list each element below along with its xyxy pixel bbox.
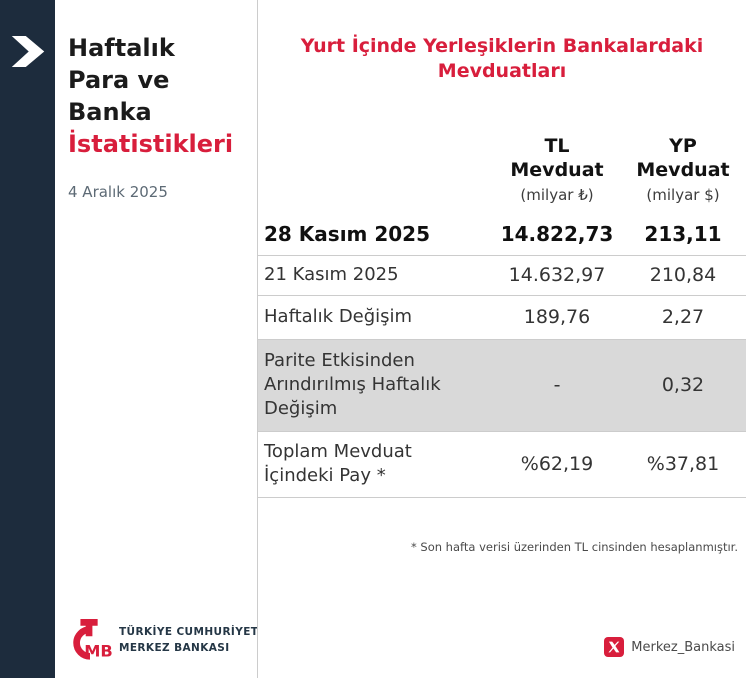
- report-date: 4 Aralık 2025: [68, 182, 168, 201]
- cell-tl-value: %62,19: [520, 453, 594, 476]
- page-title-line: Haftalık: [68, 34, 175, 62]
- svg-text:MB: MB: [84, 641, 112, 660]
- cell-yp-value: 210,84: [649, 264, 717, 287]
- column-unit-tl: (milyar ₺): [520, 185, 594, 204]
- column-header-yp-line2: Mevduat: [636, 159, 730, 182]
- x-logo-icon: [604, 637, 625, 657]
- row-label: 21 Kasım 2025: [264, 264, 399, 286]
- page-title-line: Banka: [68, 97, 152, 126]
- social-handle: Merkez_Bankasi: [604, 637, 735, 657]
- cell-yp-value: 213,11: [644, 222, 722, 247]
- column-header-tl-line1: TL: [544, 135, 570, 158]
- column-header-yp: YP Mevduat (milyar $): [620, 134, 746, 204]
- page-title-accent: İstatistikleri: [68, 129, 234, 158]
- column-unit-yp: (milyar $): [646, 185, 720, 204]
- footnote: * Son hafta verisi üzerinden TL cinsinde…: [411, 539, 738, 554]
- cell-yp-value: %37,81: [646, 453, 720, 476]
- vertical-divider: [257, 0, 258, 678]
- cell-tl-value: 189,76: [523, 306, 591, 329]
- cell-tl-value: -: [553, 374, 561, 397]
- cell-tl-value: 14.632,97: [508, 264, 606, 287]
- org-name-line1: TÜRKİYE CUMHURİYET: [119, 626, 259, 639]
- tcmb-emblem-icon: MB: [73, 619, 112, 660]
- row-label: 28 Kasım 2025: [264, 221, 431, 246]
- column-header-tl: TL Mevduat (milyar ₺): [494, 134, 620, 204]
- main-title-line2: Mevduatları: [437, 60, 567, 83]
- page-title-line: Para ve: [68, 65, 170, 94]
- cell-tl-value: 14.822,73: [500, 222, 614, 247]
- main-title: Yurt İçinde Yerleşiklerin Bankalardaki M…: [258, 34, 746, 84]
- cell-yp-value: 2,27: [661, 306, 705, 329]
- main-title-line1: Yurt İçinde Yerleşiklerin Bankalardaki: [300, 35, 704, 57]
- main-content: Yurt İçinde Yerleşiklerin Bankalardaki M…: [258, 0, 746, 678]
- chevron-right-icon: [11, 36, 45, 67]
- table-row: Toplam Mevduat İçindeki Pay * %62,19 %37…: [258, 432, 746, 498]
- left-column: Haftalık Para ve Banka İstatistikleri 4 …: [68, 0, 258, 678]
- page-title: Haftalık Para ve Banka İstatistikleri: [68, 33, 257, 161]
- table-row: 28 Kasım 2025 14.822,73 213,11: [258, 214, 746, 256]
- table-row: Parite Etkisinden Arındırılmış Haftalık …: [258, 339, 746, 432]
- org-name-line2: MERKEZ BANKASI: [119, 642, 230, 654]
- column-header-tl-line2: Mevduat: [510, 159, 604, 182]
- deposits-table: 28 Kasım 2025 14.822,73 213,11 21 Kasım …: [258, 214, 746, 498]
- handle-text: Merkez_Bankasi: [631, 639, 735, 655]
- row-label: Toplam Mevduat İçindeki Pay *: [264, 440, 412, 487]
- column-header-yp-line1: YP: [669, 135, 697, 158]
- org-name: TÜRKİYE CUMHURİYET MERKEZ BANKASI: [119, 625, 258, 657]
- table-row: 21 Kasım 2025 14.632,97 210,84: [258, 256, 746, 296]
- column-header-empty: [258, 134, 494, 204]
- table-header: TL Mevduat (milyar ₺) YP Mevduat (milyar…: [258, 134, 746, 204]
- cell-yp-value: 0,32: [661, 374, 705, 397]
- tcmb-logo: MB TÜRKİYE CUMHURİYET MERKEZ BANKASI: [68, 617, 258, 665]
- left-accent-bar: [0, 0, 55, 678]
- table-row: Haftalık Değişim 189,76 2,27: [258, 296, 746, 340]
- row-label: Haftalık Değişim: [264, 306, 413, 328]
- row-label: Parite Etkisinden Arındırılmış Haftalık …: [264, 349, 441, 420]
